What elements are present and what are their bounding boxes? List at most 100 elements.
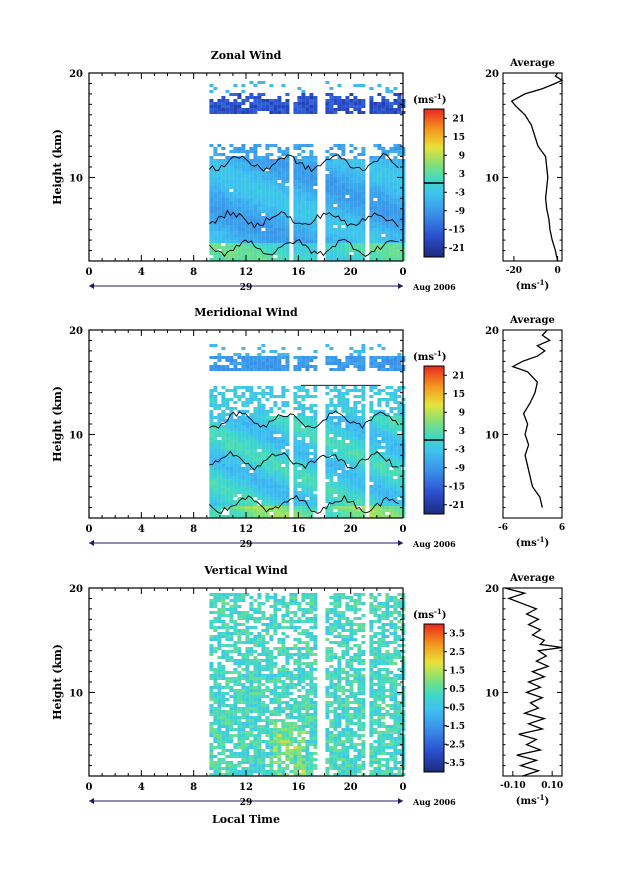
heatmap-cell	[377, 231, 382, 234]
heatmap-cell	[329, 252, 334, 255]
heatmap-cell	[265, 231, 270, 234]
heatmap-cell	[285, 356, 290, 359]
heatmap-cell	[325, 464, 330, 467]
heatmap-cell	[265, 201, 270, 204]
heatmap-cell	[369, 192, 374, 195]
heatmap-cell	[273, 368, 278, 371]
heatmap-cell	[373, 509, 378, 512]
heatmap-cell	[233, 195, 238, 198]
heatmap-cell	[381, 479, 386, 482]
heatmap-cell	[269, 198, 274, 201]
heatmap-cell	[265, 365, 270, 368]
heatmap-cell	[357, 171, 362, 174]
heatmap-cell	[245, 752, 250, 755]
heatmap-cell	[229, 482, 234, 485]
heatmap-cell	[257, 422, 262, 425]
heatmap-cell	[225, 473, 230, 476]
heatmap-cell	[309, 183, 314, 186]
heatmap-cell	[325, 177, 330, 180]
heatmap-cell	[245, 488, 250, 491]
heatmap-cell	[213, 365, 218, 368]
heatmap-cell	[249, 96, 254, 99]
heatmap-cell	[357, 368, 362, 371]
heatmap-cell	[237, 228, 242, 231]
heatmap-cell	[213, 701, 218, 704]
heatmap-cell	[273, 108, 278, 111]
heatmap-cell	[257, 695, 262, 698]
heatmap-cell	[381, 186, 386, 189]
heatmap-cell	[285, 147, 290, 150]
heatmap-cell	[285, 458, 290, 461]
heatmap-cell	[217, 767, 222, 770]
heatmap-cell	[325, 150, 330, 153]
heatmap-cell	[237, 258, 242, 261]
heatmap-cell	[393, 228, 398, 231]
heatmap-cell	[305, 362, 310, 365]
heatmap-cell	[341, 186, 346, 189]
heatmap-cell	[325, 488, 330, 491]
heatmap-cell	[277, 428, 282, 431]
heatmap-cell	[257, 677, 262, 680]
heatmap-cell	[385, 189, 390, 192]
heatmap-cell	[233, 443, 238, 446]
heatmap-cell	[245, 362, 250, 365]
heatmap-cell	[345, 168, 350, 171]
heatmap-cell	[265, 623, 270, 626]
heatmap-cell	[309, 192, 314, 195]
heatmap-cell	[209, 431, 214, 434]
heatmap-cell	[269, 416, 274, 419]
heatmap-cell	[265, 452, 270, 455]
heatmap-cell	[261, 413, 266, 416]
heatmap-cell	[273, 734, 278, 737]
heatmap-cell	[333, 180, 338, 183]
heatmap-cell	[241, 410, 246, 413]
heatmap-cell	[337, 156, 342, 159]
heatmap-cell	[357, 482, 362, 485]
heatmap-cell	[257, 198, 262, 201]
heatmap-cell	[337, 446, 342, 449]
heatmap-cell	[337, 207, 342, 210]
heatmap-cell	[249, 662, 254, 665]
heatmap-cell	[257, 659, 262, 662]
heatmap-cell	[301, 210, 306, 213]
heatmap-cell	[245, 219, 250, 222]
heatmap-cell	[261, 192, 266, 195]
heatmap-cell	[237, 356, 242, 359]
heatmap-cell	[253, 461, 258, 464]
heatmap-cell	[225, 105, 230, 108]
heatmap-cell	[249, 183, 254, 186]
heatmap-cell	[373, 258, 378, 261]
heatmap-cell	[241, 707, 246, 710]
heatmap-cell	[265, 413, 270, 416]
heatmap-cell	[301, 186, 306, 189]
heatmap-cell	[329, 192, 334, 195]
heatmap-cell	[217, 632, 222, 635]
heatmap-cell	[265, 174, 270, 177]
heatmap-cell	[233, 704, 238, 707]
heatmap-cell	[329, 237, 334, 240]
heatmap-cell	[333, 210, 338, 213]
heatmap-cell	[325, 386, 330, 389]
heatmap-cell	[225, 638, 230, 641]
heatmap-cell	[225, 174, 230, 177]
heatmap-cell	[357, 231, 362, 234]
heatmap-cell	[245, 368, 250, 371]
heatmap-cell	[213, 177, 218, 180]
heatmap-cell	[345, 506, 350, 509]
heatmap-cell	[337, 108, 342, 111]
heatmap-cell	[257, 240, 262, 243]
heatmap-cell	[269, 234, 274, 237]
heatmap-cell	[329, 177, 334, 180]
heatmap-cell	[257, 162, 262, 165]
heatmap-cell	[345, 108, 350, 111]
heatmap-cell	[269, 207, 274, 210]
heatmap-cell	[249, 237, 254, 240]
heatmap-cell	[213, 234, 218, 237]
heatmap-cell	[385, 105, 390, 108]
heatmap-cell	[329, 482, 334, 485]
heatmap-cell	[209, 650, 214, 653]
heatmap-cell	[393, 437, 398, 440]
heatmap-cell	[313, 458, 318, 461]
heatmap-cell	[217, 422, 222, 425]
heatmap-cell	[377, 249, 382, 252]
